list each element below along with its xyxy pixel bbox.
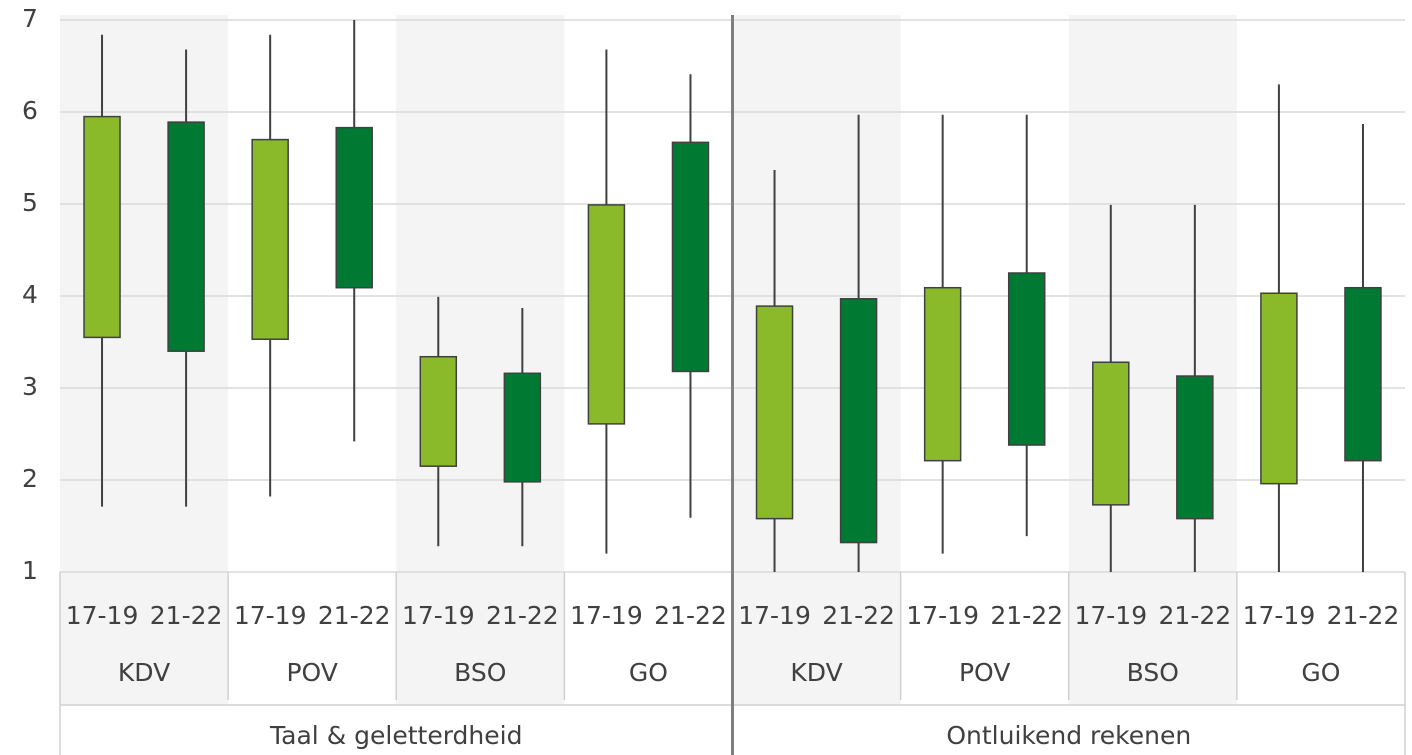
subcategory-label: GO xyxy=(1301,658,1340,687)
group-label: Taal & geletterdheid xyxy=(269,721,522,750)
y-tick-label: 7 xyxy=(22,4,38,33)
box xyxy=(587,204,626,425)
box xyxy=(419,355,458,467)
x-tick-label: 17-19 xyxy=(1074,601,1147,630)
box xyxy=(1092,361,1130,506)
x-tick-label: 17-19 xyxy=(906,601,979,630)
x-tick-label: 21-22 xyxy=(1327,601,1400,630)
box xyxy=(671,141,710,373)
subcategory-label: BSO xyxy=(454,658,506,687)
x-tick-label: 21-22 xyxy=(1159,601,1232,630)
x-tick-label: 21-22 xyxy=(318,601,391,630)
x-tick-label: 21-22 xyxy=(822,601,895,630)
box xyxy=(755,305,794,520)
y-tick-label: 2 xyxy=(22,464,38,493)
subcategory-label: KDV xyxy=(790,658,842,687)
subcategory-label: KDV xyxy=(118,658,170,687)
subcategory-label: GO xyxy=(629,658,668,687)
x-tick-label: 21-22 xyxy=(990,601,1063,630)
box xyxy=(503,372,542,483)
x-tick-label: 21-22 xyxy=(486,601,559,630)
subcategory-label: BSO xyxy=(1127,658,1179,687)
subcategory-label: POV xyxy=(959,658,1010,687)
y-tick-label: 5 xyxy=(22,188,38,217)
box xyxy=(1176,375,1214,520)
y-tick-label: 4 xyxy=(22,280,38,309)
y-tick-label: 1 xyxy=(22,556,38,585)
box xyxy=(167,121,205,352)
box xyxy=(83,115,121,339)
box xyxy=(1007,272,1046,446)
box xyxy=(335,126,373,289)
box xyxy=(1344,286,1382,462)
x-tick-label: 17-19 xyxy=(66,601,139,630)
y-tick-label: 3 xyxy=(22,372,38,401)
group-label: Ontluikend rekenen xyxy=(946,721,1191,750)
x-tick-label: 21-22 xyxy=(654,601,727,630)
x-tick-label: 17-19 xyxy=(234,601,307,630)
box xyxy=(251,138,289,340)
box xyxy=(1260,292,1298,485)
x-tick-label: 17-19 xyxy=(570,601,643,630)
x-tick-label: 17-19 xyxy=(402,601,475,630)
band-shade xyxy=(1068,15,1237,705)
x-tick-label: 17-19 xyxy=(1243,601,1316,630)
subcategory-label: POV xyxy=(286,658,337,687)
x-tick-label: 17-19 xyxy=(738,601,811,630)
x-tick-label: 21-22 xyxy=(150,601,223,630)
y-tick-label: 6 xyxy=(22,96,38,125)
box xyxy=(839,298,878,544)
box xyxy=(923,286,962,462)
